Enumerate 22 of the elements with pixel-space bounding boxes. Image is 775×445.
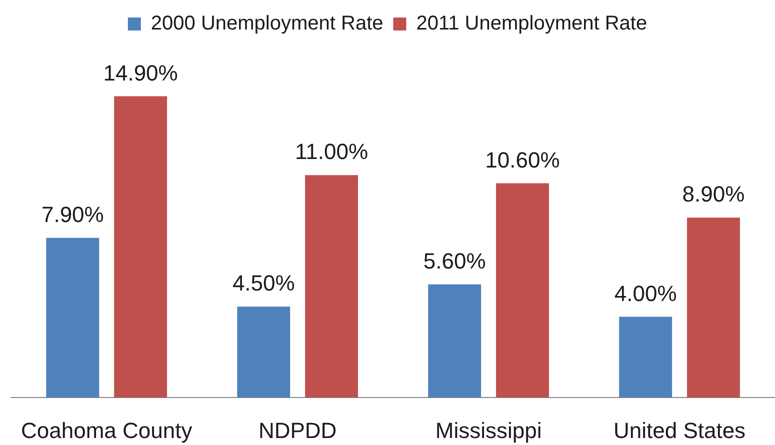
data-label: 14.90% [103,60,178,86]
data-label: 4.00% [614,280,677,306]
bar [428,284,482,398]
x-tick-label: United States [613,418,746,443]
x-tick-label: Coahoma County [20,418,192,443]
legend-label: 2011 Unemployment Rate [416,12,648,35]
data-label: 10.60% [485,147,560,172]
data-label: 4.50% [232,270,295,296]
data-label: 11.00% [295,139,368,164]
bar [114,96,168,398]
bar [305,175,358,398]
bar [619,316,672,398]
x-tick-label: NDPDD [258,418,337,443]
x-tick-label: Mississippi [435,418,542,443]
bar [237,306,290,398]
data-label: 5.60% [423,248,486,274]
data-label: 8.90% [682,182,745,207]
bar [46,238,100,398]
legend-label: 2000 Unemployment Rate [150,12,384,35]
bar [686,218,740,398]
data-label: 7.90% [41,202,104,227]
bar [496,183,549,398]
